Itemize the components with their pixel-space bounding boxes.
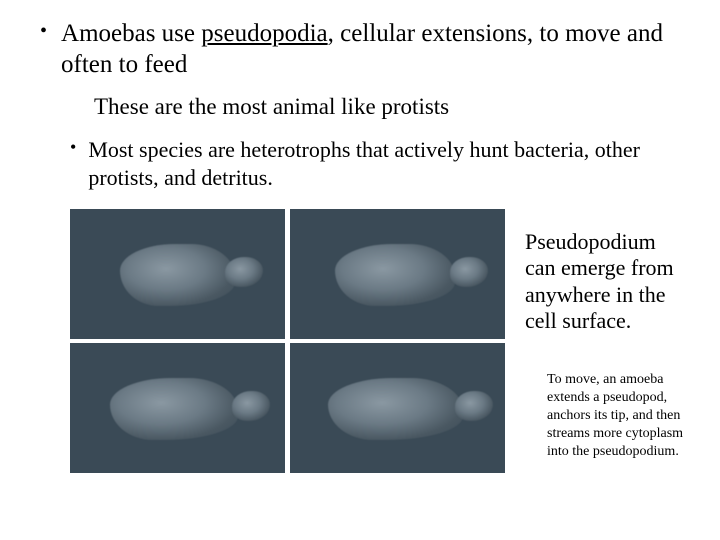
caption-column: Pseudopodium can emerge from anywhere in… (525, 209, 690, 473)
prey-blob (450, 257, 488, 287)
prey-blob (232, 391, 270, 421)
amoeba-frame-1 (70, 209, 285, 339)
amoeba-blob (110, 378, 238, 440)
sub-line-text: These are the most animal like protists (94, 93, 690, 121)
amoeba-blob (328, 378, 463, 440)
amoeba-frame-4 (290, 343, 505, 473)
main-underlined: pseudopodia (201, 20, 327, 47)
secondary-bullet-text: Most species are heterotrophs that activ… (88, 136, 690, 191)
prey-blob (225, 257, 263, 287)
caption-pseudopodium: Pseudopodium can emerge from anywhere in… (525, 229, 690, 335)
secondary-bullet: • Most species are heterotrophs that act… (70, 136, 690, 191)
amoeba-frame-3 (70, 343, 285, 473)
amoeba-blob (120, 244, 235, 306)
main-bullet-text: Amoebas use pseudopodia, cellular extens… (61, 18, 690, 81)
main-bullet: • Amoebas use pseudopodia, cellular exte… (40, 18, 690, 81)
caption-movement: To move, an amoeba extends a pseudopod, … (547, 371, 690, 462)
prey-blob (455, 391, 493, 421)
amoeba-image-grid (70, 209, 505, 473)
bullet-dot-icon: • (40, 18, 47, 81)
lower-section: Pseudopodium can emerge from anywhere in… (70, 209, 690, 473)
bullet-dot-icon: • (70, 136, 76, 191)
main-pre: Amoebas use (61, 20, 201, 47)
amoeba-frame-2 (290, 209, 505, 339)
amoeba-blob (335, 244, 455, 306)
